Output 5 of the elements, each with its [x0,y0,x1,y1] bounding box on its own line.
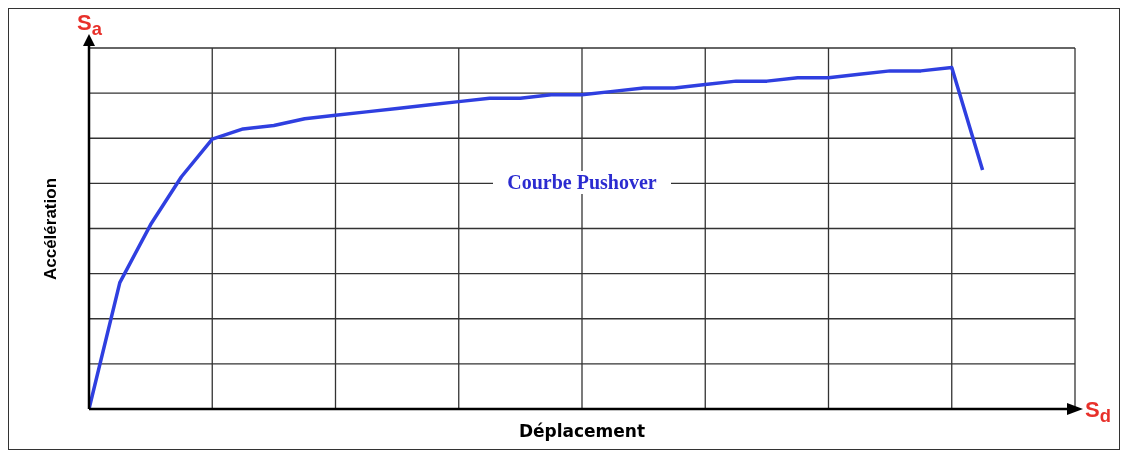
text: S$_{d}$ [1085,397,1111,428]
annotation: Courbe Pushover [493,170,671,194]
x-axis-title: Déplacement [517,421,647,441]
text: S$_{a}$ [77,10,102,41]
y-axis-title: Accélération [41,177,61,280]
